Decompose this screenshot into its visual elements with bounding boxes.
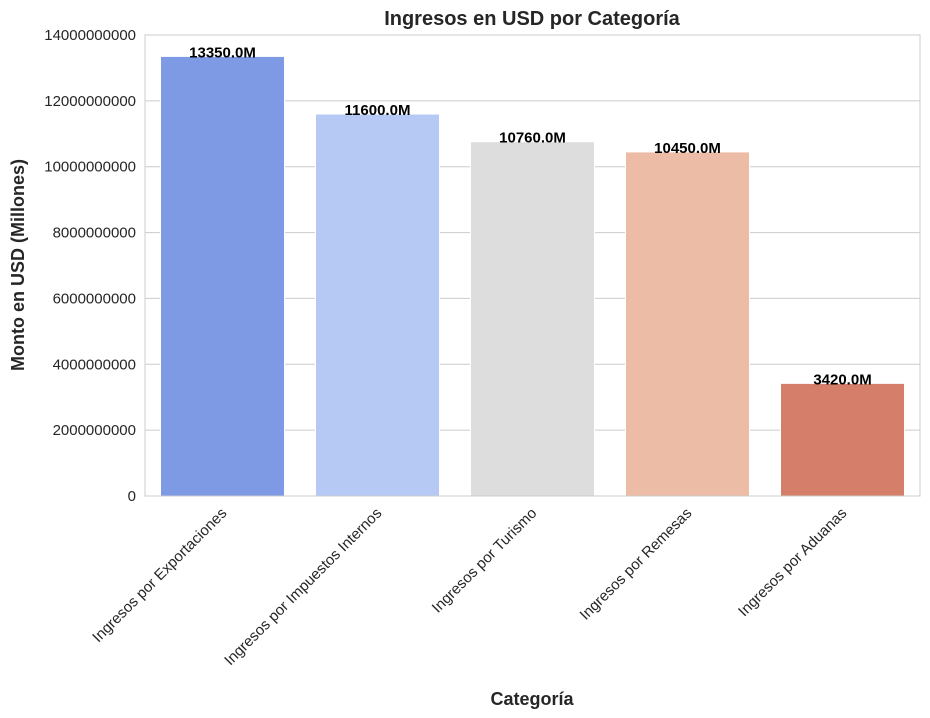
- y-tick-label: 6000000000: [53, 290, 136, 307]
- bar: [780, 382, 905, 497]
- x-category-label: Ingresos por Turismo: [429, 505, 541, 617]
- x-category-label: Ingresos por Exportaciones: [89, 505, 230, 646]
- bar-value-label: 13350.0M: [189, 44, 256, 61]
- y-axis-ticks: 0 2000000000 4000000000 6000000000 800000000…: [44, 27, 136, 505]
- y-axis-title: Monto en USD (Millones): [8, 159, 28, 371]
- bar-value-label: 11600.0M: [345, 102, 411, 119]
- y-tick-label: 8000000000: [53, 225, 136, 242]
- bar: [315, 113, 440, 497]
- x-category-label: Ingresos por Impuestos Internos: [221, 505, 385, 669]
- bars: [160, 55, 905, 497]
- y-tick-label: 14000000000: [44, 27, 136, 44]
- x-category-label: Ingresos por Aduanas: [735, 505, 850, 620]
- x-category-label: Ingresos por Remesas: [577, 505, 696, 624]
- plot-frame: [144, 34, 921, 497]
- bar-value-label: 3420.0M: [813, 371, 871, 388]
- bar: [160, 55, 285, 497]
- bar-value-label: 10450.0M: [654, 140, 721, 157]
- bar-value-label: 10760.0M: [499, 130, 566, 147]
- bar: [470, 141, 595, 497]
- y-tick-label: 2000000000: [53, 422, 136, 439]
- y-tick-label: 0: [128, 488, 136, 505]
- chart-title: Ingresos en USD por Categoría: [384, 8, 680, 30]
- y-tick-label: 10000000000: [44, 159, 136, 176]
- x-axis-title: Categoría: [490, 689, 574, 709]
- bar: [625, 151, 750, 497]
- value-labels: 13350.0M 11600.0M 10760.0M 10450.0M 3420.0M: [189, 44, 872, 388]
- y-tick-label: 12000000000: [44, 93, 136, 110]
- y-tick-label: 4000000000: [53, 356, 136, 373]
